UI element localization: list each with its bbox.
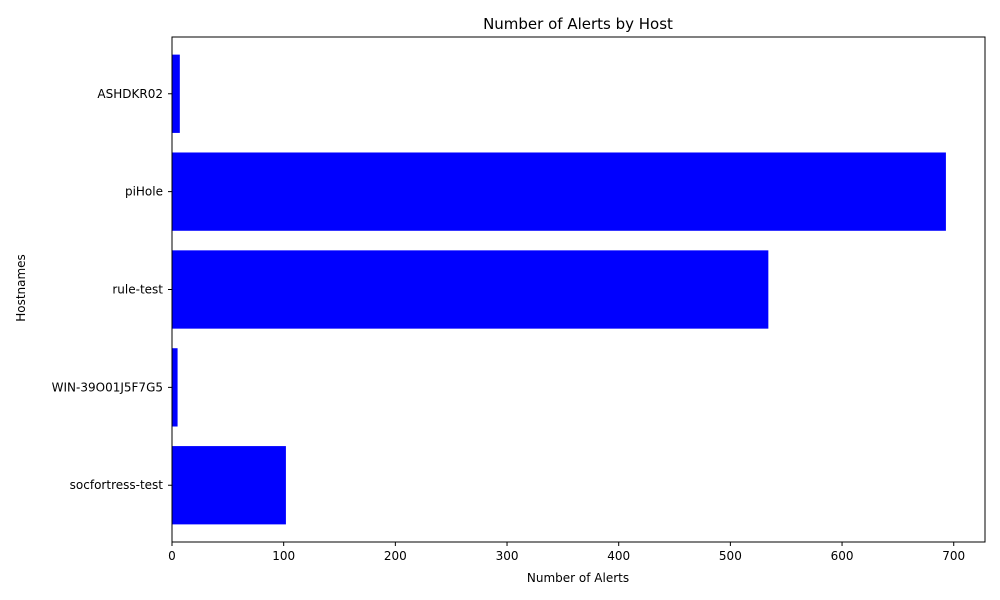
x-tick-label-7: 700 (942, 549, 965, 563)
y-tick-label-2: rule-test (112, 283, 163, 297)
x-tick-label-6: 600 (831, 549, 854, 563)
y-tick-label-4: ASHDKR02 (97, 87, 163, 101)
y-tick-label-0: socfortress-test (70, 478, 164, 492)
plot-frame (171, 36, 986, 543)
y-tick-label-1: WIN-39O01J5F7G5 (52, 380, 163, 394)
bar-1 (172, 348, 178, 427)
y-axis-label: Hostnames (14, 254, 28, 322)
x-axis-label: Number of Alerts (527, 571, 629, 585)
x-tick-label-4: 400 (607, 549, 630, 563)
bar-0 (172, 446, 286, 525)
bar-2 (172, 250, 769, 329)
x-tick-label-0: 0 (168, 549, 176, 563)
x-tick-label-2: 200 (384, 549, 407, 563)
x-tick-label-1: 100 (272, 549, 295, 563)
plot-area: socfortress-test WIN-39O01J5F7G5 rule-test… (52, 36, 986, 563)
bar-3 (172, 152, 946, 231)
x-tick-label-5: 500 (719, 549, 742, 563)
chart-title: Number of Alerts by Host (483, 15, 673, 33)
bar-4 (172, 54, 180, 133)
y-tick-label-3: piHole (125, 185, 163, 199)
x-tick-label-3: 300 (496, 549, 519, 563)
